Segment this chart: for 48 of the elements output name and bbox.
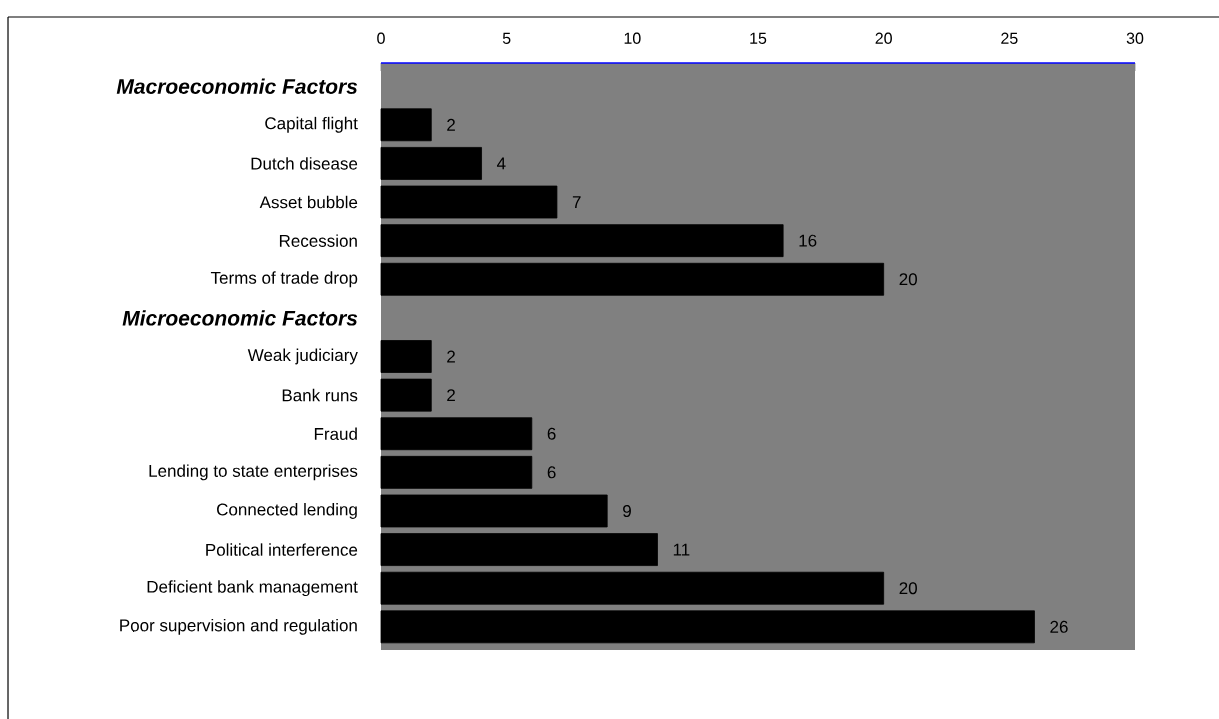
x-tick-label: 10	[624, 32, 641, 44]
x-tick-label: 20	[875, 32, 892, 44]
bar	[380, 340, 432, 373]
data-label: 2	[447, 118, 455, 131]
bar	[380, 417, 533, 451]
y-tick-label: Macroeconomic Factors	[116, 78, 358, 94]
y-tick-label: Political interference	[206, 543, 358, 556]
x-tick-label: 5	[502, 32, 511, 44]
x-tick-label: 30	[1126, 32, 1144, 44]
data-label: 6	[547, 466, 556, 479]
y-tick-label: Poor supervision and regulation	[120, 618, 357, 635]
bar	[380, 494, 608, 528]
y-tick-label: Weak judiciary	[247, 348, 358, 365]
bar	[380, 455, 533, 489]
bar	[380, 185, 558, 219]
y-tick-label: Terms of trade drop	[210, 271, 358, 288]
data-label: 26	[1050, 620, 1068, 633]
data-label: 2	[447, 350, 455, 363]
data-label: 6	[547, 427, 556, 440]
y-tick-label: Capital flight	[265, 116, 358, 133]
y-tick-label: Lending to state enterprises	[149, 464, 358, 481]
bar	[380, 224, 784, 258]
y-tick-label: Connected lending	[217, 503, 357, 519]
data-label: 9	[623, 504, 631, 517]
x-tick-label: 15	[750, 32, 767, 44]
data-label: 16	[799, 234, 817, 247]
data-label: 7	[572, 196, 581, 208]
bar	[380, 378, 432, 412]
y-tick-label: Fraud	[314, 427, 357, 440]
bar	[380, 571, 885, 605]
y-tick-label: Recession	[279, 234, 357, 247]
y-tick-label: Asset bubble	[259, 195, 358, 209]
bar	[380, 108, 432, 142]
y-tick-label: Deficient bank management	[147, 580, 358, 597]
data-label: 20	[899, 273, 917, 286]
x-tick-label: 0	[377, 32, 385, 44]
data-label: 20	[899, 582, 917, 595]
bar	[380, 147, 482, 180]
bar	[380, 610, 1035, 644]
data-label: 4	[496, 157, 506, 170]
y-tick-label: Dutch disease	[251, 157, 358, 170]
x-tick-label: 25	[1001, 32, 1018, 44]
y-tick-label: Bank runs	[282, 388, 358, 402]
data-label: 2	[447, 389, 455, 402]
y-tick-label: Microeconomic Factors	[122, 310, 358, 326]
bar	[380, 262, 885, 296]
bar	[380, 533, 658, 566]
data-label: 11	[673, 543, 690, 556]
